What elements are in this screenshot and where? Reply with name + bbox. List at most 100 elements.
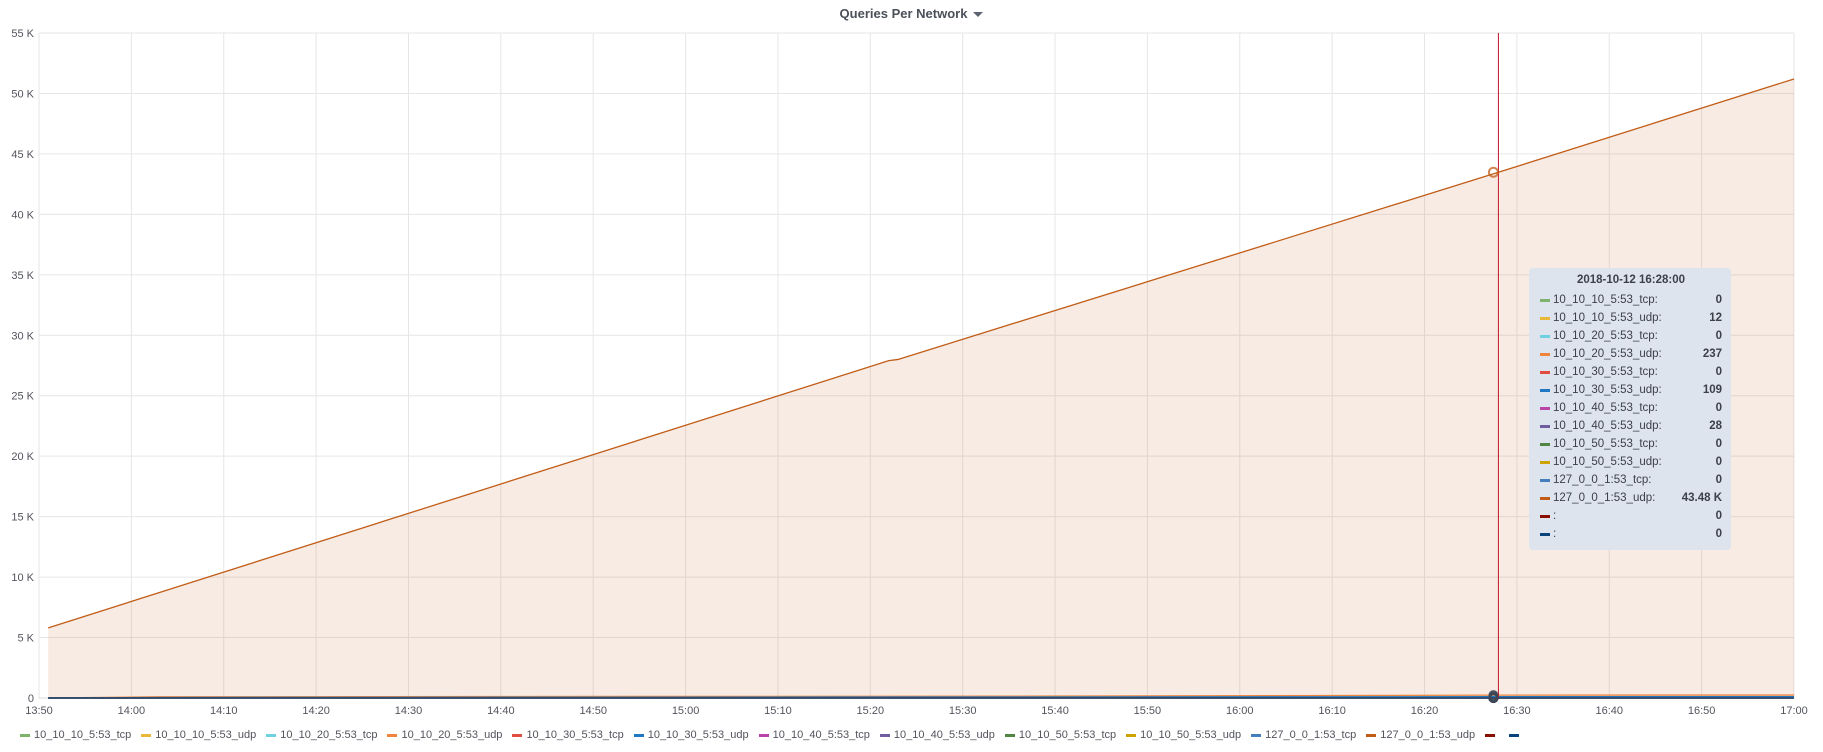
panel-title[interactable]: Queries Per Network bbox=[0, 4, 1823, 24]
legend-item[interactable] bbox=[1485, 733, 1499, 737]
legend-swatch bbox=[20, 733, 30, 737]
legend-item[interactable]: 127_0_0_1:53_udp bbox=[1366, 729, 1475, 741]
x-tick-label: 14:00 bbox=[118, 705, 146, 717]
legend-swatch bbox=[1251, 733, 1262, 737]
x-tick-label: 15:00 bbox=[672, 705, 700, 717]
legend-label: 10_10_40_5:53_tcp bbox=[772, 729, 870, 741]
y-tick-label: 35 K bbox=[11, 270, 34, 282]
y-tick-label: 50 K bbox=[11, 88, 34, 100]
tooltip-swatch bbox=[1540, 514, 1550, 518]
x-tick-label: 14:20 bbox=[302, 705, 330, 717]
y-tick-label: 45 K bbox=[11, 149, 34, 161]
tooltip-series-name: 10_10_30_5:53_udp: bbox=[1553, 384, 1662, 396]
legend-swatch bbox=[1126, 733, 1137, 737]
tooltip-series-name: 127_0_0_1:53_tcp: bbox=[1553, 474, 1652, 486]
tooltip-series-name: 10_10_10_5:53_udp: bbox=[1553, 312, 1662, 324]
grid bbox=[38, 32, 1795, 699]
y-tick-label: 55 K bbox=[11, 28, 34, 40]
tooltip-time: 2018-10-12 16:28:00 bbox=[1576, 274, 1686, 286]
tooltip-swatch bbox=[1540, 532, 1550, 536]
legend-label: 10_10_10_5:53_udp bbox=[155, 729, 257, 741]
tooltip-swatch bbox=[1540, 334, 1550, 338]
tooltip-row: 10_10_20_5:53_tcp: 0 bbox=[1540, 327, 1722, 345]
tooltip-series-name: 10_10_40_5:53_udp: bbox=[1553, 420, 1662, 432]
panel-title-text: Queries Per Network bbox=[839, 6, 968, 21]
tooltip-series-value: 0 bbox=[1715, 330, 1722, 342]
legend-label: 10_10_40_5:53_udp bbox=[893, 729, 995, 741]
x-tick-label: 14:50 bbox=[579, 705, 607, 717]
legend-item[interactable]: 10_10_20_5:53_udp bbox=[387, 729, 502, 741]
tooltip-series-value: 43.48 K bbox=[1681, 492, 1722, 504]
legend-item[interactable]: 127_0_0_1:53_tcp bbox=[1251, 729, 1356, 741]
tooltip-series-value: 12 bbox=[1709, 312, 1722, 324]
x-tick-label: 16:20 bbox=[1411, 705, 1439, 717]
x-tick-label: 14:30 bbox=[395, 705, 423, 717]
x-tick-label: 16:10 bbox=[1318, 705, 1346, 717]
legend-item[interactable]: 10_10_50_5:53_tcp bbox=[1004, 729, 1116, 741]
legend-swatch bbox=[512, 733, 523, 737]
legend-item[interactable]: 10_10_50_5:53_udp bbox=[1126, 729, 1241, 741]
legend-swatch bbox=[879, 733, 890, 737]
tooltip-series-value: 237 bbox=[1702, 348, 1722, 360]
tooltip-swatch bbox=[1540, 442, 1550, 446]
tooltip-series-value: 109 bbox=[1702, 384, 1722, 396]
legend-swatch bbox=[141, 733, 152, 737]
tooltip-rows: 10_10_10_5:53_tcp: 0 10_10_10_5:53_udp: 12 1… bbox=[1540, 291, 1722, 543]
tooltip-series-value: 0 bbox=[1715, 438, 1722, 450]
y-tick-label: 0 bbox=[28, 693, 34, 705]
legend-swatch bbox=[266, 733, 277, 737]
tooltip-swatch bbox=[1540, 496, 1550, 500]
legend-label: 127_0_0_1:53_tcp bbox=[1265, 729, 1357, 741]
y-tick-label: 20 K bbox=[11, 451, 34, 463]
x-tick-label: 16:30 bbox=[1503, 705, 1531, 717]
tooltip-series-name: 10_10_10_5:53_tcp: bbox=[1553, 294, 1658, 306]
legend-item[interactable]: 10_10_40_5:53_tcp bbox=[758, 729, 870, 741]
tooltip-swatch bbox=[1540, 406, 1550, 410]
legend-item[interactable]: 10_10_30_5:53_udp bbox=[633, 729, 749, 741]
series-line-127_0_0_1:53_udp bbox=[48, 78, 1795, 629]
tooltip-series-value: 0 bbox=[1715, 456, 1722, 468]
y-tick-label: 40 K bbox=[11, 209, 34, 221]
tooltip-row: :0 bbox=[1540, 525, 1722, 543]
x-tick-label: 15:10 bbox=[764, 705, 792, 717]
tooltip-series-value: 0 bbox=[1715, 294, 1722, 306]
series-area bbox=[48, 78, 1795, 699]
tooltip-swatch bbox=[1540, 352, 1550, 356]
x-tick-label: 14:10 bbox=[210, 705, 238, 717]
tooltip-swatch bbox=[1540, 424, 1550, 428]
legend-item[interactable]: 10_10_30_5:53_tcp bbox=[512, 729, 624, 741]
y-tick-label: 30 K bbox=[11, 330, 34, 342]
tooltip-series-name: 10_10_30_5:53_tcp: bbox=[1553, 366, 1658, 378]
legend-swatch bbox=[387, 733, 398, 737]
tooltip-series-value: 0 bbox=[1715, 366, 1722, 378]
x-tick-label: 16:50 bbox=[1688, 705, 1716, 717]
legend-swatch bbox=[1485, 733, 1496, 737]
legend-swatch bbox=[1366, 733, 1377, 737]
legend-item[interactable]: 10_10_10_5:53_udp bbox=[141, 729, 256, 741]
hover-point bbox=[1488, 693, 1499, 703]
x-tick-label: 15:20 bbox=[857, 705, 885, 717]
legend-item[interactable]: 10_10_10_5:53_tcp bbox=[20, 729, 131, 741]
x-tick-label: 15:40 bbox=[1041, 705, 1069, 717]
tooltip-swatch bbox=[1540, 370, 1550, 374]
x-tick-label: 16:40 bbox=[1595, 705, 1623, 717]
legend-swatch bbox=[1509, 733, 1520, 737]
legend-item[interactable] bbox=[1509, 733, 1523, 737]
chevron-down-icon[interactable] bbox=[973, 12, 984, 18]
legend-item[interactable]: 10_10_20_5:53_tcp bbox=[266, 729, 377, 741]
tooltip-row: :0 bbox=[1540, 507, 1722, 525]
y-tick-label: 5 K bbox=[17, 633, 34, 645]
tooltip-row: 10_10_30_5:53_tcp: 0 bbox=[1540, 363, 1722, 381]
x-tick-label: 15:30 bbox=[949, 705, 977, 717]
legend-label: 10_10_50_5:53_udp bbox=[1140, 729, 1242, 741]
tooltip-series-name: : bbox=[1553, 528, 1557, 540]
tooltip-row: 10_10_40_5:53_udp: 28 bbox=[1540, 417, 1722, 435]
tooltip-row: 10_10_20_5:53_udp: 237 bbox=[1540, 345, 1722, 363]
x-tick-label: 17:00 bbox=[1780, 705, 1808, 717]
x-tick-label: 14:40 bbox=[487, 705, 515, 717]
tooltip-row: 10_10_50_5:53_tcp: 0 bbox=[1540, 435, 1722, 453]
legend-label: 10_10_30_5:53_tcp bbox=[526, 729, 624, 741]
legend-item[interactable]: 10_10_40_5:53_udp bbox=[879, 729, 995, 741]
tooltip-swatch bbox=[1540, 298, 1550, 302]
